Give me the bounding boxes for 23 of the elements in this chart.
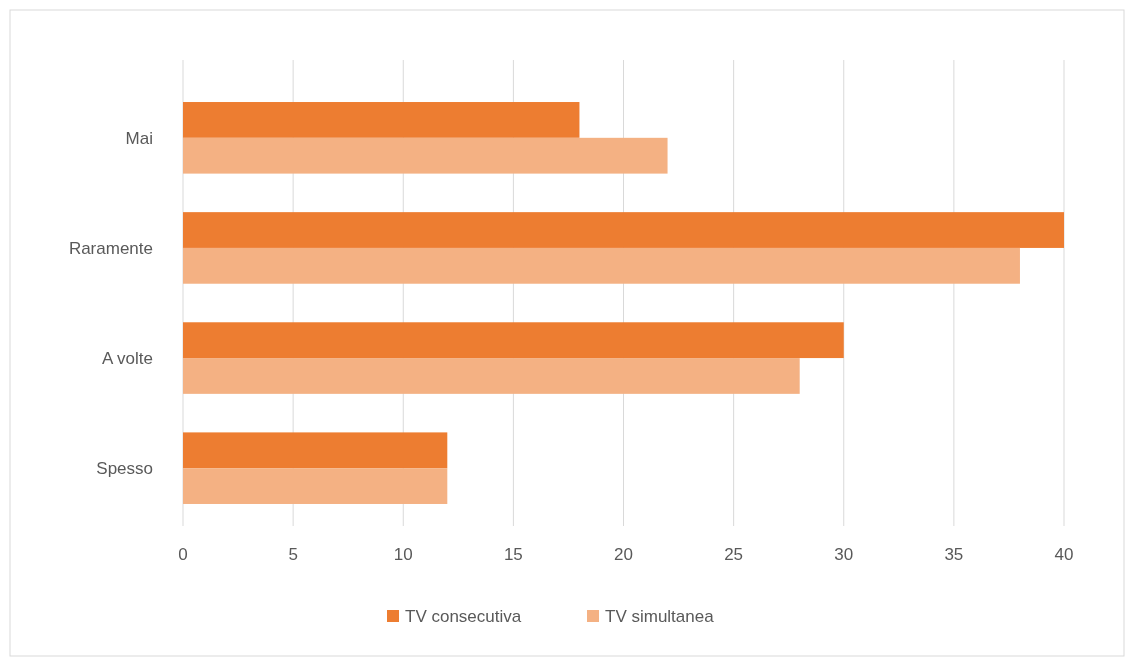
bar <box>183 247 1020 284</box>
y-tick-label: Mai <box>125 128 153 148</box>
x-tick-label: 35 <box>944 545 964 564</box>
x-tick-label: 10 <box>393 545 413 564</box>
bar <box>183 322 844 359</box>
x-tick-label: 20 <box>614 545 633 564</box>
bar <box>183 432 448 469</box>
bar <box>183 358 800 394</box>
x-tick-label: 5 <box>288 545 298 564</box>
x-tick-label: 0 <box>178 545 188 564</box>
bar <box>183 102 580 138</box>
x-tick-label: 25 <box>724 545 744 564</box>
x-tick-label: 15 <box>503 545 523 564</box>
y-tick-label: Raramente <box>68 238 153 258</box>
x-tick-label: 40 <box>1054 545 1074 564</box>
bar <box>183 468 448 504</box>
x-tick-label: 30 <box>834 545 854 564</box>
y-tick-label: A volte <box>101 349 153 369</box>
y-tick-label: Spesso <box>96 459 153 479</box>
bar <box>183 137 668 174</box>
legend-label: TV simultanea <box>605 606 715 626</box>
legend-label: TV consecutiva <box>405 606 522 626</box>
bar <box>183 212 1064 248</box>
